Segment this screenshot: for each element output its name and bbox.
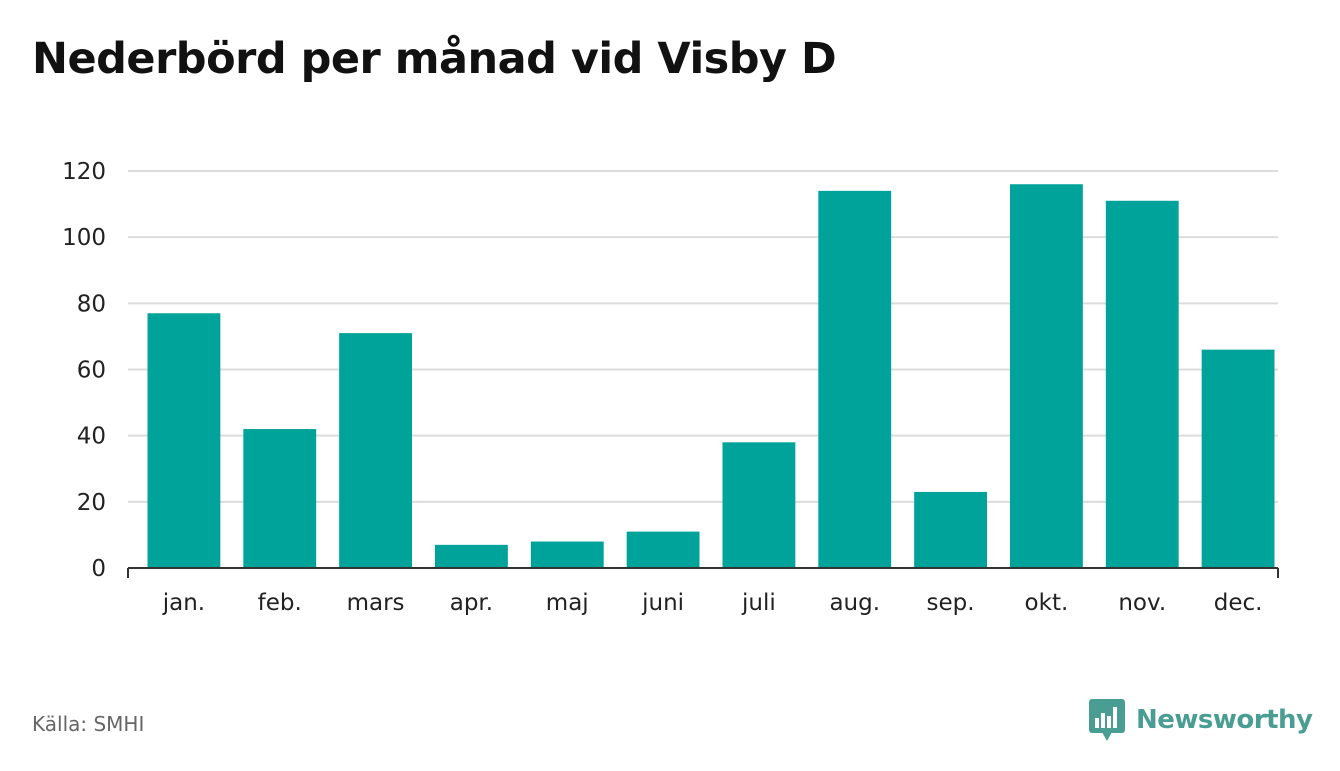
brand-name: Newsworthy bbox=[1136, 705, 1313, 735]
x-tick-label: apr. bbox=[450, 590, 493, 616]
bar bbox=[722, 442, 796, 568]
y-tick-label: 0 bbox=[91, 556, 106, 582]
x-tick-label: aug. bbox=[829, 590, 880, 616]
x-tick-label: feb. bbox=[258, 590, 302, 616]
bar bbox=[1010, 184, 1083, 568]
newsworthy-logo-icon bbox=[1089, 699, 1125, 741]
bar bbox=[339, 333, 412, 568]
x-tick-label: sep. bbox=[927, 590, 975, 616]
bar bbox=[1105, 200, 1179, 568]
bar bbox=[626, 531, 700, 568]
chart-title: Nederbörd per månad vid Visby D bbox=[32, 34, 837, 84]
x-tick-label: nov. bbox=[1118, 590, 1166, 616]
x-tick-label: okt. bbox=[1025, 590, 1069, 616]
bar bbox=[243, 429, 317, 568]
x-axis-labels: jan. feb. mars apr. maj juni juli aug. sep. okt. n… bbox=[162, 590, 1263, 616]
gridlines bbox=[128, 170, 1278, 503]
x-tick-label: juli bbox=[741, 590, 776, 616]
bar bbox=[1201, 349, 1275, 568]
x-axis bbox=[127, 567, 1279, 578]
y-tick-label: 80 bbox=[77, 291, 106, 317]
y-tick-label: 100 bbox=[62, 225, 106, 251]
bar bbox=[530, 541, 604, 568]
y-tick-label: 120 bbox=[62, 159, 106, 185]
brand-logo-link[interactable]: Newsworthy bbox=[1088, 698, 1313, 742]
y-tick-label: 20 bbox=[77, 490, 106, 516]
bars bbox=[147, 184, 1275, 568]
y-tick-label: 60 bbox=[77, 358, 106, 384]
source-credit: Källa: SMHI bbox=[32, 712, 145, 736]
x-tick-label: juni bbox=[641, 590, 684, 616]
x-tick-label: dec. bbox=[1214, 590, 1263, 616]
y-tick-label: 40 bbox=[77, 424, 106, 450]
x-tick-label: jan. bbox=[162, 590, 205, 616]
y-axis-labels: 0 20 40 60 80 100 120 bbox=[62, 159, 106, 582]
bar bbox=[818, 190, 892, 568]
bar bbox=[147, 313, 221, 568]
bar bbox=[435, 544, 508, 568]
x-tick-label: mars bbox=[347, 590, 405, 616]
bar bbox=[914, 491, 987, 568]
x-tick-label: maj bbox=[546, 590, 589, 616]
